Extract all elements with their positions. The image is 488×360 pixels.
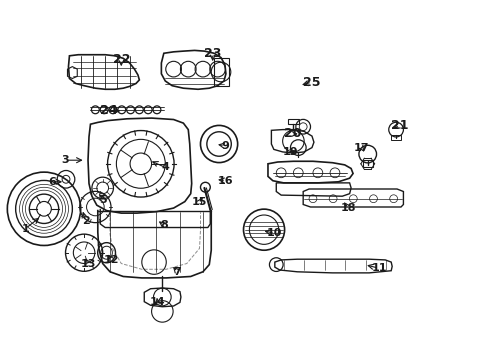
- Text: 22: 22: [112, 53, 130, 66]
- Text: 25: 25: [303, 76, 320, 89]
- Text: 14: 14: [149, 297, 165, 307]
- Text: 19: 19: [283, 147, 298, 157]
- Text: 7: 7: [173, 267, 181, 277]
- Text: 9: 9: [221, 141, 228, 151]
- Text: 21: 21: [390, 119, 408, 132]
- Text: 24: 24: [100, 104, 117, 117]
- Bar: [287, 119, 299, 124]
- Text: 1: 1: [21, 224, 29, 234]
- Text: 15: 15: [191, 197, 207, 207]
- Bar: [362, 160, 372, 167]
- Text: 17: 17: [353, 143, 369, 153]
- Text: 20: 20: [283, 127, 301, 140]
- Bar: [214, 58, 228, 86]
- Text: 18: 18: [340, 203, 355, 213]
- Text: 5: 5: [99, 195, 106, 205]
- Text: 11: 11: [370, 263, 386, 273]
- Text: 23: 23: [203, 47, 221, 60]
- Bar: [390, 135, 400, 140]
- Text: 16: 16: [218, 176, 233, 186]
- Text: 4: 4: [161, 162, 169, 172]
- Text: 13: 13: [80, 258, 96, 269]
- Text: 3: 3: [61, 155, 69, 165]
- Text: 6: 6: [48, 177, 56, 187]
- Text: 2: 2: [81, 216, 89, 226]
- Text: 10: 10: [266, 228, 282, 238]
- Text: 8: 8: [160, 220, 167, 230]
- Text: 12: 12: [103, 255, 119, 265]
